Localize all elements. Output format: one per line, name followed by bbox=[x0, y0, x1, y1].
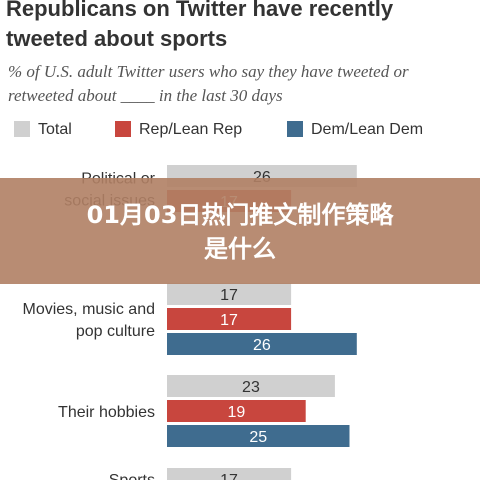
data-label-total-3: 17 bbox=[220, 472, 238, 480]
legend-item-total: Total bbox=[14, 119, 72, 141]
legend-item-rep: Rep/Lean Rep bbox=[115, 119, 242, 141]
legend-swatch-rep bbox=[115, 121, 131, 137]
legend-label-rep: Rep/Lean Rep bbox=[139, 121, 243, 138]
legend-swatch-total bbox=[14, 121, 30, 137]
bar-total-2 bbox=[167, 375, 335, 397]
title-overlay-banner: 01月03日热门推文制作策略 是什么 bbox=[0, 178, 480, 284]
data-label-total-2: 23 bbox=[242, 379, 260, 396]
category-label-1-0: Movies, music and bbox=[23, 301, 156, 318]
bar-total-1 bbox=[167, 283, 292, 305]
legend-swatch-dem bbox=[287, 121, 303, 137]
overlay-title-line-1: 01月03日热门推文制作策略 bbox=[86, 201, 394, 229]
bar-dem-2 bbox=[167, 425, 350, 447]
bar-total-3 bbox=[167, 468, 292, 480]
data-label-dem-2: 25 bbox=[249, 429, 267, 446]
bar-rep-2 bbox=[167, 400, 306, 422]
legend-label-total: Total bbox=[38, 121, 72, 138]
overlay-title-line-2: 是什么 bbox=[204, 235, 276, 263]
bar-rep-1 bbox=[167, 308, 292, 330]
data-label-dem-1: 26 bbox=[253, 337, 271, 354]
category-label-2-0: Their hobbies bbox=[58, 404, 155, 421]
chart-title: Republicans on Twitter have recently twe… bbox=[6, 0, 394, 51]
category-label-3-0: Sports bbox=[109, 472, 155, 480]
category-label-1-1: pop culture bbox=[76, 323, 155, 340]
legend-item-dem: Dem/Lean Dem bbox=[287, 119, 423, 141]
data-label-total-1: 17 bbox=[220, 287, 238, 304]
data-label-rep-2: 19 bbox=[227, 404, 245, 421]
chart-subtitle: % of U.S. adult Twitter users who say th… bbox=[8, 62, 409, 105]
overlay-title: 01月03日热门推文制作策略 是什么 bbox=[0, 198, 480, 266]
legend-label-dem: Dem/Lean Dem bbox=[311, 121, 424, 138]
data-label-rep-1: 17 bbox=[220, 312, 238, 329]
bar-dem-1 bbox=[167, 333, 357, 355]
